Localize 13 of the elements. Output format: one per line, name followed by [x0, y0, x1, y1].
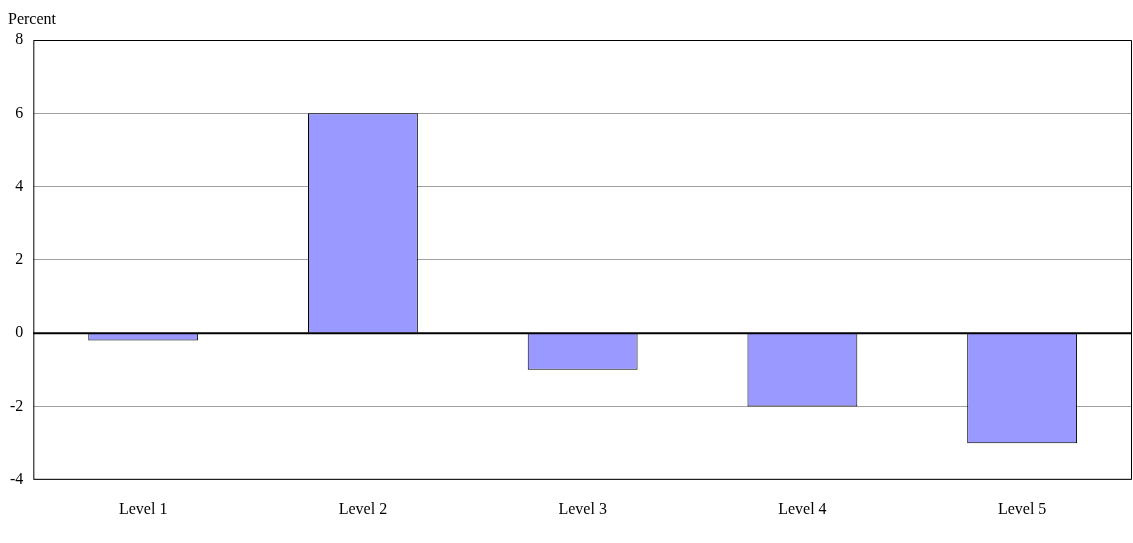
y-axis-title: Percent	[8, 10, 57, 28]
x-tick-label: Level 1	[118, 499, 168, 517]
x-tick-label: Level 3	[558, 499, 607, 517]
y-tick-label: 8	[15, 30, 24, 48]
y-tick-label: -2	[10, 396, 24, 414]
y-tick-label: 0	[15, 323, 24, 341]
x-tick-label: Level 2	[338, 499, 388, 517]
y-tick-label: 6	[15, 103, 24, 121]
x-tick-label: Level 4	[778, 499, 827, 517]
x-tick-label: Level 5	[997, 499, 1047, 517]
y-tick-label: -4	[10, 470, 24, 487]
y-tick-label: 2	[15, 250, 24, 268]
y-tick-label: 4	[15, 176, 24, 194]
